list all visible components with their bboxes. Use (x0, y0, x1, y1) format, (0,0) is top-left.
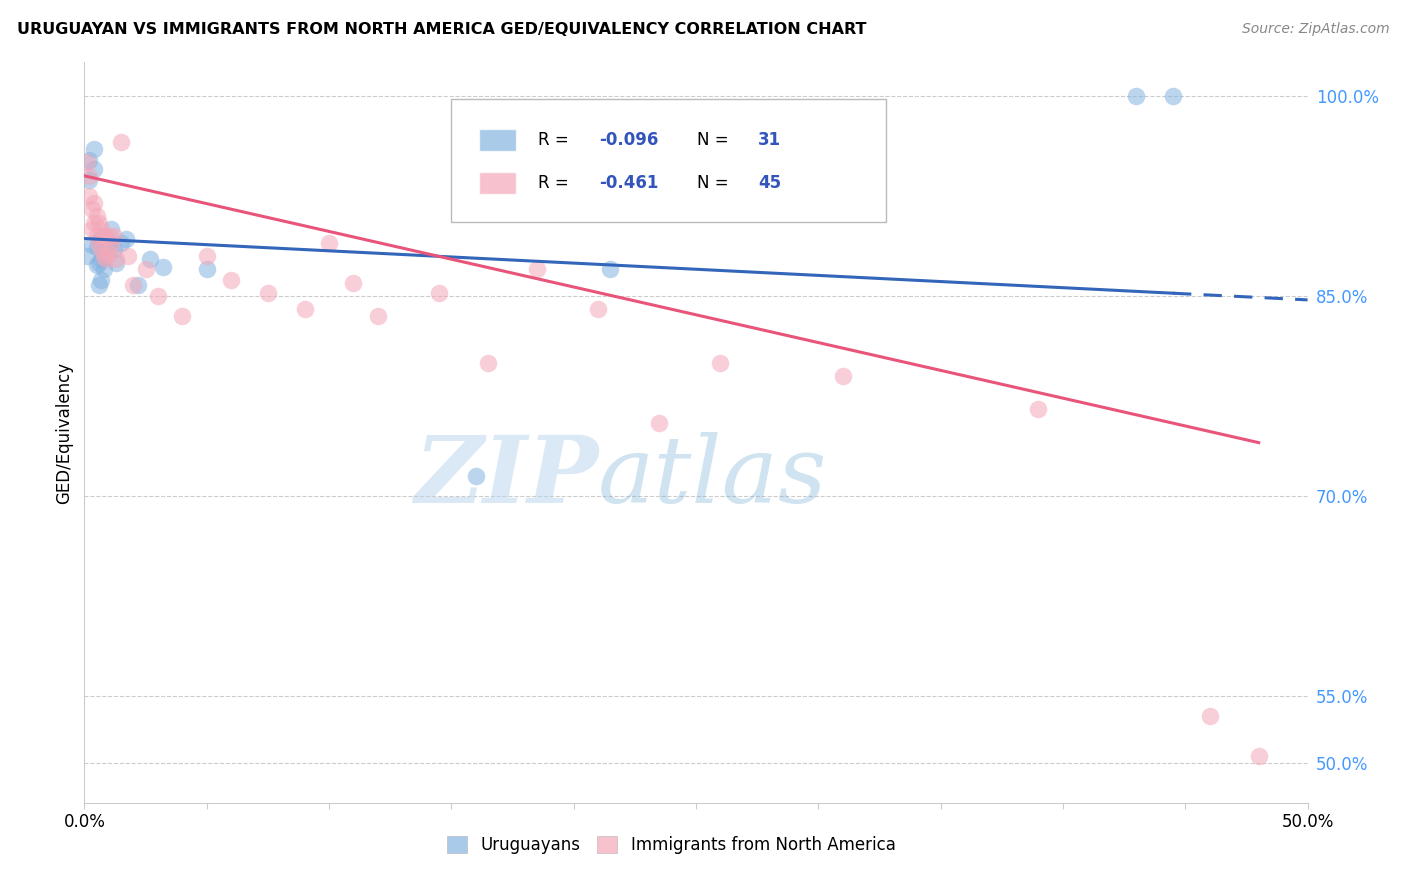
Point (80, 202, 103, 217)
Point (105, 252, 128, 266)
Point (135, 262, 157, 277)
Legend: Uruguayans, Immigrants from North America: Uruguayans, Immigrants from North Americ… (440, 830, 903, 861)
Point (87, 278, 110, 293)
Point (87, 233, 110, 247)
Point (127, 278, 149, 293)
Point (97, 246, 120, 260)
Point (97, 235, 120, 250)
Text: ZIP: ZIP (413, 432, 598, 522)
Text: R =: R = (538, 174, 579, 192)
Point (831, 368, 853, 383)
Point (122, 278, 145, 293)
Text: N =: N = (697, 131, 734, 149)
Text: N =: N = (697, 174, 734, 192)
Point (86, 228, 108, 243)
Point (599, 262, 621, 277)
Point (427, 286, 450, 301)
Point (1198, 709, 1220, 723)
Point (77, 153, 100, 167)
Point (87, 215, 110, 229)
Text: R =: R = (538, 131, 574, 149)
Point (367, 309, 389, 323)
Point (139, 252, 162, 266)
Point (146, 289, 169, 303)
Point (83, 162, 105, 177)
Point (86, 209, 108, 223)
Point (1161, 88, 1184, 103)
Point (90, 231, 112, 245)
Text: Source: ZipAtlas.com: Source: ZipAtlas.com (1241, 22, 1389, 37)
Point (477, 355, 499, 369)
Point (1028, 402, 1050, 417)
Point (219, 273, 242, 287)
Point (83, 142, 105, 156)
Point (87, 255, 110, 269)
Point (96, 231, 118, 245)
Point (100, 222, 122, 236)
Point (195, 249, 218, 263)
Text: -0.461: -0.461 (599, 174, 658, 192)
Point (342, 276, 364, 290)
Point (93, 228, 115, 243)
Point (96, 228, 118, 243)
Point (100, 238, 122, 252)
Point (103, 228, 125, 243)
Point (117, 249, 139, 263)
Point (464, 469, 486, 483)
Point (526, 262, 548, 277)
Point (1125, 88, 1147, 103)
Point (87, 235, 110, 250)
Point (110, 136, 132, 150)
Point (115, 231, 138, 245)
Point (90, 252, 112, 266)
Y-axis label: GED/Equivalency: GED/Equivalency (55, 361, 73, 504)
Point (195, 262, 218, 277)
Text: 31: 31 (758, 131, 782, 149)
FancyBboxPatch shape (451, 99, 886, 221)
Point (105, 255, 128, 269)
Point (77, 173, 100, 187)
Point (586, 302, 609, 317)
Point (93, 242, 115, 256)
Text: URUGUAYAN VS IMMIGRANTS FROM NORTH AMERICA GED/EQUIVALENCY CORRELATION CHART: URUGUAYAN VS IMMIGRANTS FROM NORTH AMERI… (17, 22, 866, 37)
Text: 45: 45 (758, 174, 782, 192)
Point (76, 155, 98, 169)
Point (86, 239, 108, 253)
Point (294, 302, 316, 317)
Point (90, 273, 112, 287)
Point (86, 258, 108, 272)
Point (97, 228, 120, 243)
Point (648, 416, 671, 430)
Point (76, 249, 98, 263)
Point (93, 262, 115, 277)
Point (93, 249, 115, 263)
Point (90, 242, 112, 256)
Point (90, 222, 112, 236)
Point (318, 235, 340, 250)
Point (1247, 749, 1270, 764)
FancyBboxPatch shape (479, 172, 516, 194)
Point (709, 355, 731, 369)
Text: -0.096: -0.096 (599, 131, 658, 149)
FancyBboxPatch shape (479, 129, 516, 152)
Point (83, 195, 105, 210)
Point (110, 235, 132, 250)
Point (77, 169, 100, 183)
Point (172, 309, 194, 323)
Point (80, 238, 103, 252)
Point (96, 252, 118, 266)
Point (83, 215, 105, 229)
Text: atlas: atlas (598, 432, 828, 522)
Point (103, 242, 125, 256)
Point (152, 260, 174, 274)
Point (80, 222, 103, 236)
Point (77, 189, 100, 203)
Point (257, 286, 280, 301)
